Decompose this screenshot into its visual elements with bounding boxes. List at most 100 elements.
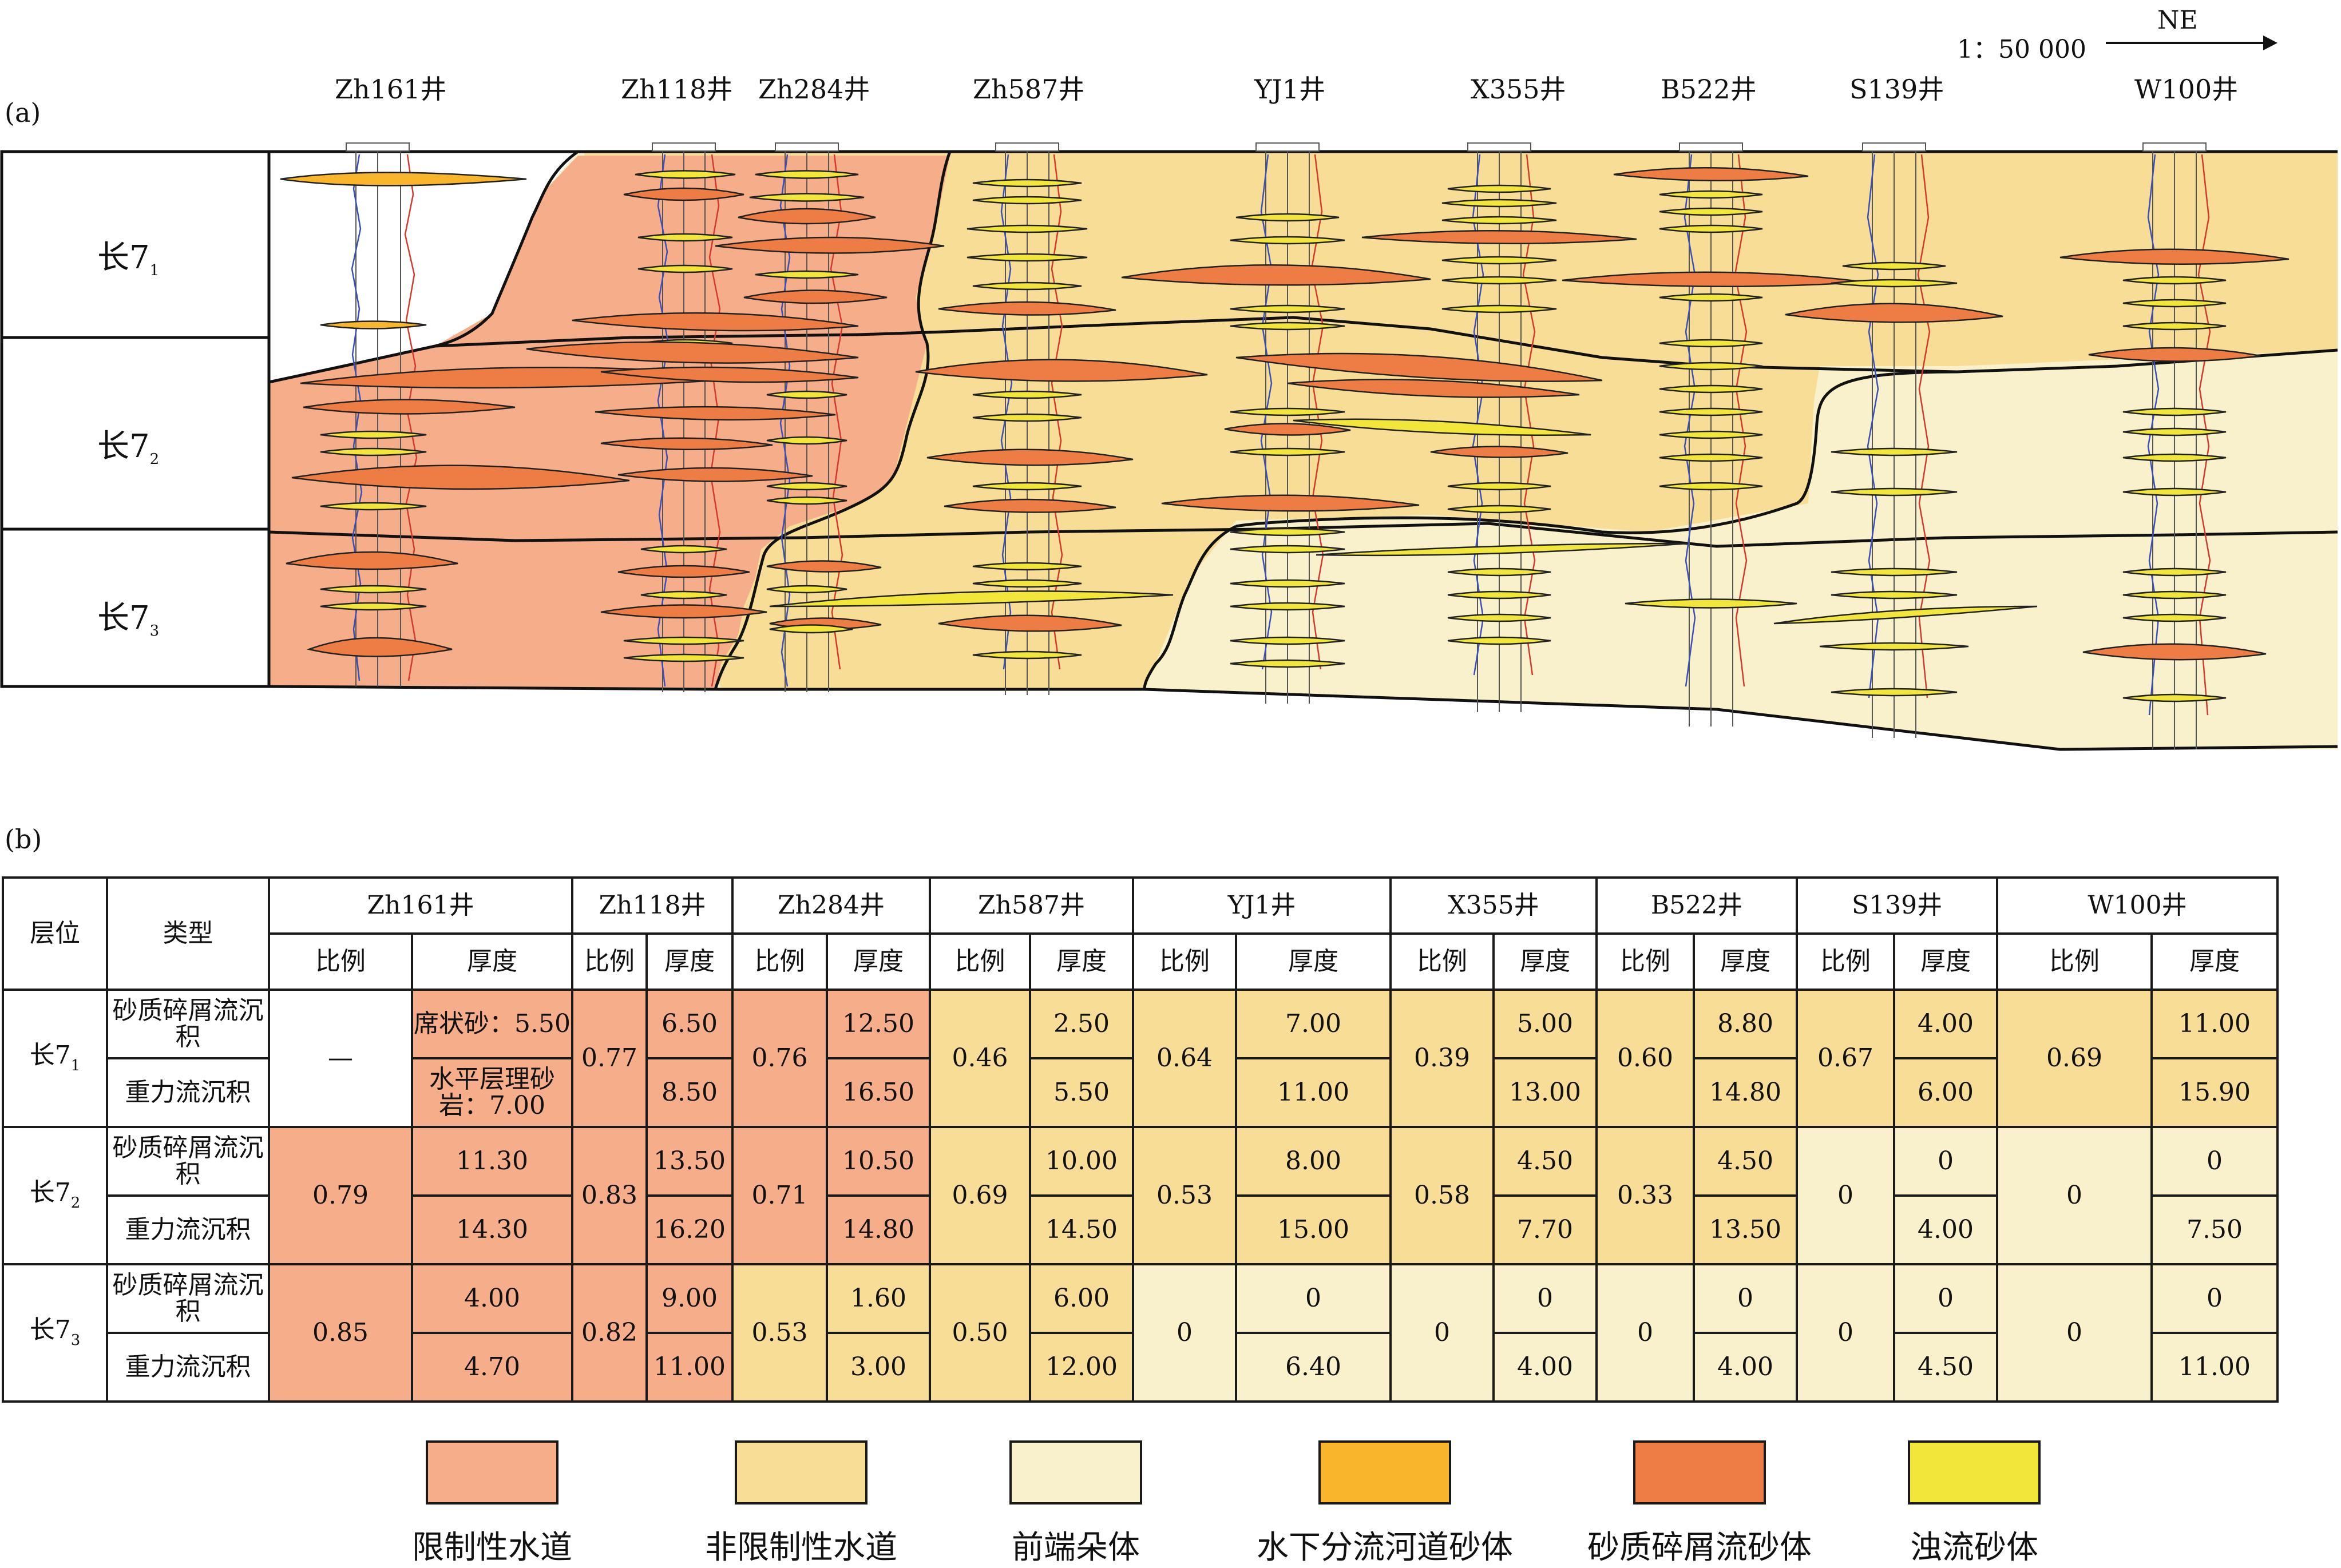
- header-ratio: 比例: [1996, 932, 2153, 991]
- header-thickness: 厚度: [826, 932, 931, 991]
- ratio-cell: 0.50: [929, 1263, 1031, 1403]
- header-well: Zh161井: [268, 876, 573, 935]
- thickness-cell: 12.00: [1029, 1332, 1134, 1403]
- thickness-ratio-table: 层位 类型 Zh161井 Zh118井 Zh284井 Zh587井 YJ1井 X…: [2, 876, 2279, 1403]
- well-name: Zh161井: [335, 74, 447, 105]
- thickness-cell: 水平层理砂岩：7.00: [411, 1057, 573, 1128]
- header-thickness: 厚度: [1235, 932, 1392, 991]
- thickness-cell: 0: [1492, 1263, 1598, 1334]
- table-row-c73-b: 重力流沉积 4.70 11.00 3.00 12.00 6.40 4.00 4.…: [3, 1332, 2279, 1403]
- header-well: Zh587井: [929, 876, 1134, 935]
- thickness-cell: 4.00: [1893, 1194, 1998, 1265]
- ratio-cell: 0.67: [1796, 989, 1895, 1128]
- thickness-cell: 0: [1235, 1263, 1392, 1334]
- well-zh161: [346, 142, 410, 686]
- thickness-cell: 0: [2150, 1126, 2279, 1197]
- legend-swatch: [1633, 1440, 1766, 1505]
- scale-label: 1：50 000: [1957, 35, 2086, 64]
- thickness-cell: 10.50: [826, 1126, 931, 1197]
- thickness-cell: 4.50: [1492, 1126, 1598, 1197]
- thickness-cell: 3.00: [826, 1332, 931, 1403]
- ratio-cell: 0.79: [268, 1126, 413, 1265]
- distributary-sand-body: [280, 172, 527, 186]
- thickness-cell: 7.70: [1492, 1194, 1598, 1265]
- legend-swatch: [1009, 1440, 1142, 1505]
- header-ratio: 比例: [1595, 932, 1695, 991]
- c71-c72-boundary: [268, 316, 2338, 384]
- confined-edge: [434, 150, 579, 348]
- thickness-cell: 4.70: [411, 1332, 573, 1403]
- thickness-cell: 16.20: [645, 1194, 734, 1265]
- legend-label: 前端朵体: [1012, 1529, 1140, 1566]
- header-thickness: 厚度: [411, 932, 573, 991]
- ratio-cell: 0.39: [1389, 989, 1495, 1128]
- unconfined-edge-2: [1235, 370, 1958, 535]
- well-name: Zh587井: [973, 74, 1085, 105]
- thickness-cell: 0: [2150, 1263, 2279, 1334]
- thickness-cell: 0: [1893, 1126, 1998, 1197]
- thickness-cell: 14.80: [826, 1194, 931, 1265]
- ratio-cell: 0.82: [571, 1263, 648, 1403]
- well-name: Zh118井: [621, 74, 733, 105]
- ratio-cell: 0.85: [268, 1263, 413, 1403]
- ratio-cell: 0: [1996, 1126, 2153, 1265]
- header-ratio: 比例: [571, 932, 648, 991]
- unconfined-channel-region-tail: [1144, 350, 2338, 749]
- ratio-cell: 0.53: [1132, 1126, 1237, 1265]
- bottom-boundary: [268, 685, 2338, 751]
- well-columns: [346, 142, 2207, 749]
- ratio-cell: 0: [1389, 1263, 1495, 1403]
- header-well: X355井: [1389, 876, 1598, 935]
- confined-right-edge: [714, 151, 952, 690]
- ratio-cell: 0.71: [731, 1126, 828, 1265]
- thickness-cell: 11.00: [2150, 1332, 2279, 1403]
- ratio-cell: 0.60: [1595, 989, 1695, 1128]
- type-cell: 砂质碎屑流沉积: [106, 1126, 270, 1197]
- header-well: Zh284井: [731, 876, 931, 935]
- header-thickness: 厚度: [1492, 932, 1598, 991]
- thickness-cell: 16.50: [826, 1057, 931, 1128]
- panel-a-label: (a): [5, 97, 41, 128]
- ratio-cell: 0.76: [731, 989, 828, 1128]
- thickness-cell: 14.30: [411, 1194, 573, 1265]
- thickness-cell: 5.50: [1029, 1057, 1134, 1128]
- confined-channel-region: [269, 156, 950, 689]
- thickness-cell: 4.50: [1893, 1332, 1998, 1403]
- well-name: YJ1井: [1254, 74, 1326, 105]
- legend-label: 砂质碎屑流砂体: [1587, 1529, 1812, 1566]
- header-well: W100井: [1996, 876, 2279, 935]
- legend-swatch: [426, 1440, 558, 1505]
- thickness-cell: 12.50: [826, 989, 931, 1059]
- well-name: W100井: [2134, 74, 2239, 105]
- thickness-cell: 席状砂：5.50: [411, 989, 573, 1059]
- ratio-cell: 0: [1996, 1263, 2153, 1403]
- legend-item: 砂质碎屑流砂体: [1556, 1440, 1843, 1568]
- ratio-cell: 0.58: [1389, 1126, 1495, 1265]
- unconfined-edge: [1143, 525, 1237, 690]
- type-cell: 重力流沉积: [106, 1057, 270, 1128]
- header-ratio: 比例: [1132, 932, 1237, 991]
- layer-label-boxes: [0, 150, 271, 688]
- ratio-cell: 0.83: [571, 1126, 648, 1265]
- header-well: S139井: [1796, 876, 1998, 935]
- thickness-cell: 7.50: [2150, 1194, 2279, 1265]
- legend-label: 水下分流河道砂体: [1257, 1529, 1513, 1566]
- header-ratio: 比例: [1796, 932, 1895, 991]
- thickness-cell: 13.50: [645, 1126, 734, 1197]
- thickness-cell: 2.50: [1029, 989, 1134, 1059]
- thickness-cell: 13.00: [1492, 1057, 1598, 1128]
- layer-cell: 长73: [2, 1263, 108, 1403]
- type-cell: 砂质碎屑流沉积: [106, 989, 270, 1059]
- thickness-cell: 9.00: [645, 1263, 734, 1334]
- thickness-cell: 1.60: [826, 1263, 931, 1334]
- c72-c73-boundary: [268, 522, 2338, 548]
- table-row-c71-b: 重力流沉积 水平层理砂岩：7.00 8.50 16.50 5.50 11.00 …: [3, 1057, 2279, 1128]
- header-thickness: 厚度: [645, 932, 734, 991]
- header-type: 类型: [106, 876, 270, 991]
- legend-label: 浊流砂体: [1910, 1529, 2038, 1566]
- thickness-cell: 10.00: [1029, 1126, 1134, 1197]
- table-row-c72-b: 重力流沉积 14.30 16.20 14.80 14.50 15.00 7.70…: [3, 1194, 2279, 1265]
- well-name-row: Zh161井 Zh118井 Zh284井 Zh587井 YJ1井 X355井 B…: [0, 0, 2341, 114]
- thickness-cell: 5.00: [1492, 989, 1598, 1059]
- sand-bodies: [280, 166, 2289, 702]
